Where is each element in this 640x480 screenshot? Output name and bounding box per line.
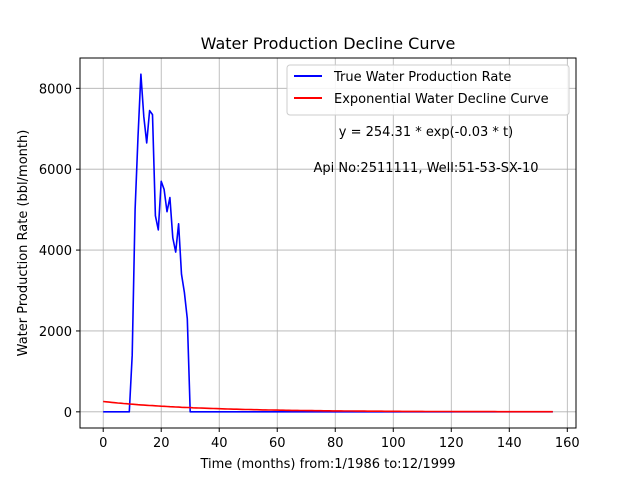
legend-label-true-rate: True Water Production Rate (333, 70, 511, 85)
axis-ticks: 0 20 40 60 80 100 120 140 160 0 2000 4000 6000 8000 (39, 82, 580, 451)
x-tick-label: 120 (439, 436, 464, 451)
y-tick-label: 6000 (39, 163, 72, 178)
x-tick-label: 80 (327, 436, 344, 451)
x-tick-label: 0 (99, 436, 107, 451)
x-tick-label: 160 (555, 436, 580, 451)
y-axis-title: Water Production Rate (bbl/month) (16, 130, 31, 357)
series-line-true-water-rate (103, 73, 553, 413)
x-axis-title: Time (months) from:1/1986 to:12/1999 (199, 457, 455, 472)
legend-label-exponential-curve: Exponential Water Decline Curve (334, 92, 549, 107)
x-tick-label: 60 (269, 436, 286, 451)
legend-box (286, 64, 570, 116)
x-tick-label: 100 (381, 436, 406, 451)
fit-equation-annotation: y = 254.31 * exp(-0.03 * t) (339, 125, 513, 140)
x-tick-label: 140 (497, 436, 522, 451)
well-info-annotation: Api No:2511111, Well:51-53-SX-10 (313, 161, 538, 176)
y-tick-label: 4000 (39, 244, 72, 259)
plot-series (103, 73, 553, 413)
series-line-exponential-decline (103, 400, 553, 413)
y-tick-label: 8000 (39, 82, 72, 97)
y-tick-label: 2000 (39, 325, 72, 340)
plot-frame (79, 57, 577, 429)
legend: True Water Production Rate Exponential W… (286, 64, 570, 116)
x-tick-label: 20 (153, 436, 170, 451)
x-tick-label: 40 (211, 436, 228, 451)
chart-title: Water Production Decline Curve (201, 34, 456, 53)
y-tick-label: 0 (64, 406, 72, 421)
